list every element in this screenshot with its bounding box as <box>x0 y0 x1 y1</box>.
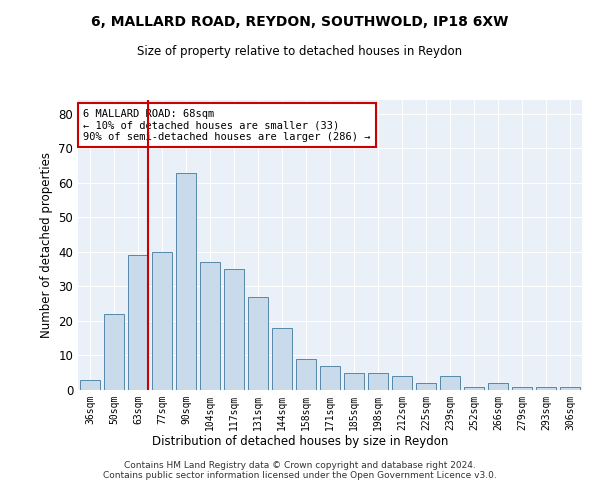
Bar <box>368 372 388 390</box>
Bar <box>344 372 364 390</box>
Bar <box>440 376 460 390</box>
Bar <box>272 328 292 390</box>
Text: Distribution of detached houses by size in Reydon: Distribution of detached houses by size … <box>152 435 448 448</box>
Bar <box>152 252 172 390</box>
Bar <box>512 386 532 390</box>
Bar <box>176 172 196 390</box>
Bar <box>488 383 508 390</box>
Bar <box>296 359 316 390</box>
Bar <box>224 269 244 390</box>
Bar <box>464 386 484 390</box>
Bar <box>200 262 220 390</box>
Bar <box>392 376 412 390</box>
Y-axis label: Number of detached properties: Number of detached properties <box>40 152 53 338</box>
Bar <box>560 386 580 390</box>
Bar <box>80 380 100 390</box>
Bar <box>248 297 268 390</box>
Bar <box>320 366 340 390</box>
Bar <box>536 386 556 390</box>
Text: Size of property relative to detached houses in Reydon: Size of property relative to detached ho… <box>137 45 463 58</box>
Text: 6, MALLARD ROAD, REYDON, SOUTHWOLD, IP18 6XW: 6, MALLARD ROAD, REYDON, SOUTHWOLD, IP18… <box>91 15 509 29</box>
Text: 6 MALLARD ROAD: 68sqm
← 10% of detached houses are smaller (33)
90% of semi-deta: 6 MALLARD ROAD: 68sqm ← 10% of detached … <box>83 108 371 142</box>
Bar <box>104 314 124 390</box>
Text: Contains HM Land Registry data © Crown copyright and database right 2024.
Contai: Contains HM Land Registry data © Crown c… <box>103 460 497 480</box>
Bar <box>128 256 148 390</box>
Bar <box>416 383 436 390</box>
